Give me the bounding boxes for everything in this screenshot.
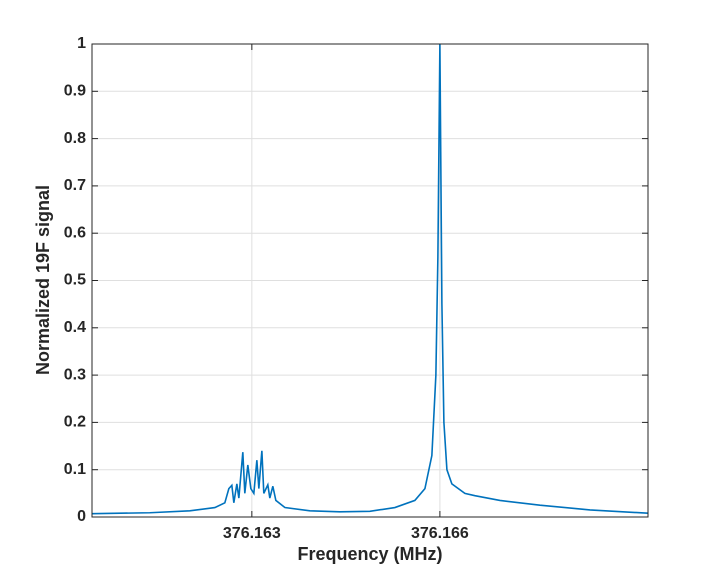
y-tick-label: 0.6 [64, 224, 86, 241]
y-tick-label: 0.2 [64, 414, 86, 431]
plot-frame [91, 43, 649, 518]
y-tick-label: 0.5 [64, 272, 86, 289]
y-tick-label: 0.4 [64, 319, 86, 336]
y-tick-label: 0.9 [64, 83, 86, 100]
y-tick-label: 1 [77, 35, 86, 52]
y-tick-label: 0.3 [64, 366, 86, 383]
x-axis-label: Frequency (MHz) [297, 544, 442, 564]
y-axis-label: Normalized 19F signal [33, 185, 53, 375]
y-tick-label: 0 [77, 508, 86, 525]
x-tick-label: 376.163 [223, 525, 281, 542]
y-tick-label: 0.1 [64, 461, 86, 478]
y-tick-label: 0.7 [64, 177, 86, 194]
y-tick-label: 0.8 [64, 130, 86, 147]
x-tick-label: 376.166 [411, 525, 469, 542]
line-series [91, 43, 649, 515]
